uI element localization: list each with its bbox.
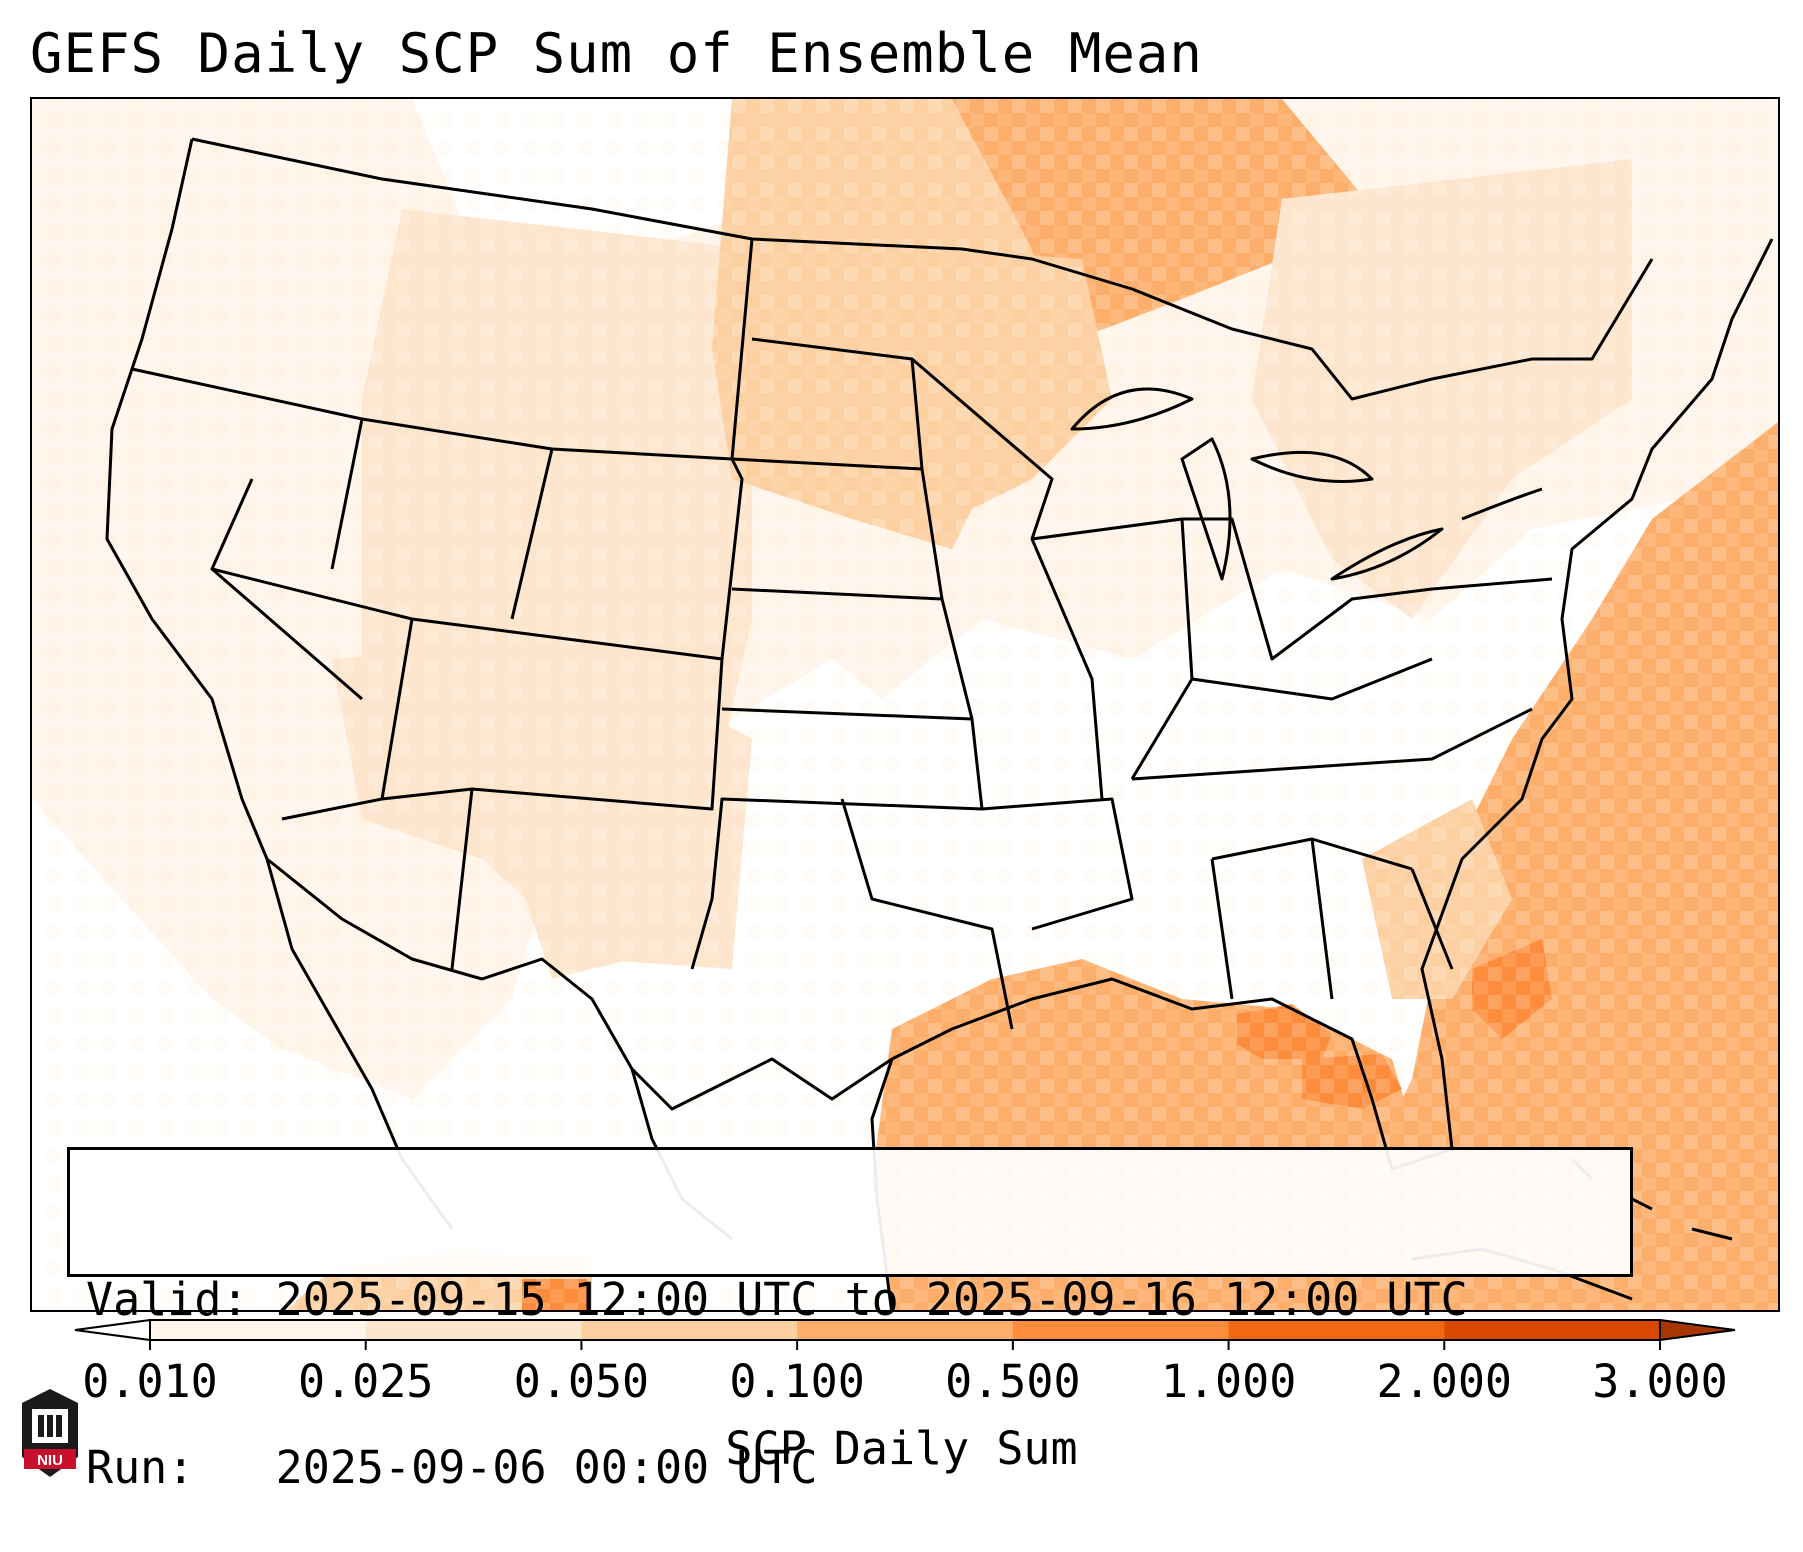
colorbar-label: SCP Daily Sum — [725, 1422, 1078, 1475]
colorbar-segment — [1228, 1320, 1445, 1340]
colorbar-segment — [150, 1320, 367, 1340]
state-lines-plains — [690, 337, 1134, 1030]
colorbar-outline — [149, 1319, 1661, 1341]
niu-logo: NIU — [22, 1389, 78, 1477]
colorbar-segment — [581, 1320, 798, 1340]
logo-text: NIU — [37, 1452, 63, 1469]
colorbar-over-triangle — [1659, 1318, 1736, 1342]
colorbar-segment — [1012, 1320, 1230, 1340]
valid-line: Valid: 2025-09-15 12:00 UTC to 2025-09-1… — [86, 1273, 1468, 1326]
state-lines-east — [911, 357, 1553, 1000]
colorbar-tick-label: 3.000 — [1592, 1355, 1728, 1408]
colorbar-under-triangle — [74, 1318, 151, 1342]
map-panel — [30, 97, 1780, 1312]
scp-shading — [32, 99, 1778, 1310]
valid-time-box: Valid: 2025-09-15 12:00 UTC to 2025-09-1… — [67, 1147, 1633, 1494]
colorbar-ticks — [149, 1340, 1661, 1350]
colorbar-segment — [1444, 1320, 1661, 1340]
chart-title: GEFS Daily SCP Sum of Ensemble Mean — [30, 22, 1203, 85]
colorbar-tick-label: 1.000 — [1160, 1355, 1297, 1408]
colorbar-tick-label: 0.050 — [513, 1355, 650, 1408]
colorbar-segments — [150, 1320, 1661, 1340]
colorbar-tick-label: 0.100 — [729, 1355, 865, 1408]
colorbar-tick-label: 2.000 — [1376, 1355, 1513, 1408]
colorbar-segment — [797, 1320, 1014, 1340]
us-outline — [105, 138, 1774, 1171]
colorbar-tick-label: 0.025 — [297, 1355, 434, 1408]
colorbar-tick-label: 0.500 — [945, 1355, 1081, 1408]
canada-border — [191, 137, 1654, 401]
colorbar-tick-label: 0.010 — [82, 1355, 218, 1408]
scp-map — [32, 99, 1778, 1310]
great-lakes — [1070, 387, 1543, 581]
run-line: Run: 2025-09-06 00:00 UTC — [86, 1441, 818, 1494]
colorbar-segment — [365, 1320, 582, 1340]
colorbar-tick-labels: 0.010 0.025 0.050 0.100 0.500 1.000 2.000 3.000 — [0, 1355, 1803, 1415]
colorbar — [74, 1318, 1736, 1350]
